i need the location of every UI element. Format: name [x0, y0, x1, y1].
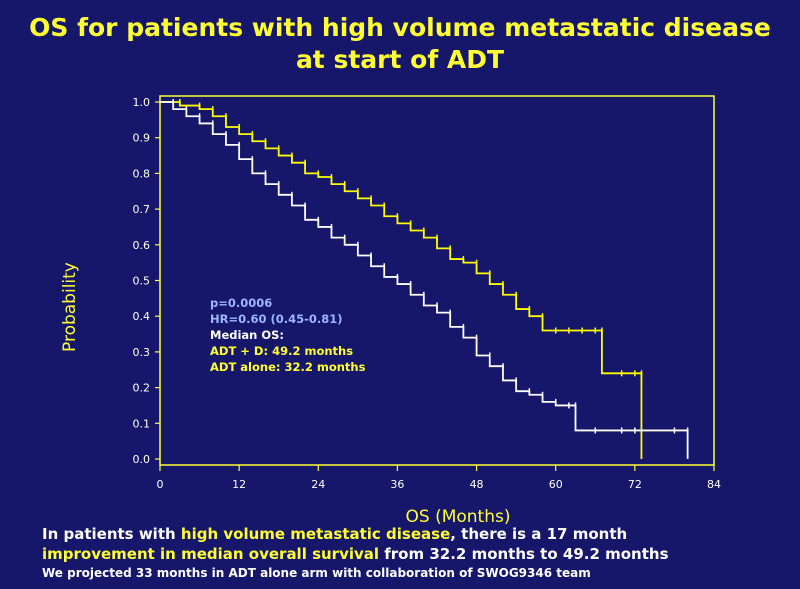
median-os-heading: Median OS: — [210, 328, 285, 342]
y-tick-label: 0.8 — [133, 167, 151, 180]
y-tick-label: 0.3 — [133, 346, 151, 359]
y-tick-label: 0.6 — [133, 239, 151, 252]
p-value: p=0.0006 — [210, 296, 273, 310]
y-tick-label: 0.2 — [133, 382, 151, 395]
x-axis-label: OS (Months) — [405, 507, 511, 527]
title-line-1: OS for patients with high volume metasta… — [29, 13, 771, 42]
summary-line-2: improvement in median overall survival f… — [42, 544, 792, 564]
x-tick-label: 84 — [707, 478, 721, 491]
x-tick-label: 72 — [628, 478, 642, 491]
x-tick-label: 48 — [470, 478, 484, 491]
summary-line-1: In patients with high volume metastatic … — [42, 524, 792, 544]
summary-l2-b: from 32.2 months to 49.2 months — [379, 545, 669, 563]
x-tick-label: 36 — [390, 478, 404, 491]
slide-title: OS for patients with high volume metasta… — [0, 12, 800, 76]
title-line-2: at start of ADT — [295, 45, 505, 74]
y-tick-label: 0.7 — [133, 203, 151, 216]
y-tick-label: 0.9 — [133, 132, 151, 145]
summary-l1-highlight: high volume metastatic disease — [180, 525, 451, 543]
y-tick-label: 1.0 — [133, 96, 151, 109]
y-tick-label: 0.5 — [133, 275, 151, 288]
median-adt-d: ADT + D: 49.2 months — [210, 344, 354, 358]
x-tick-label: 12 — [232, 478, 246, 491]
y-tick-label: 0.4 — [133, 310, 151, 323]
x-tick-label: 0 — [157, 478, 164, 491]
summary-text: In patients with high volume metastatic … — [42, 524, 792, 582]
summary-line-3: We projected 33 months in ADT alone arm … — [42, 566, 591, 580]
hazard-ratio: HR=0.60 (0.45-0.81) — [210, 312, 343, 326]
plot-frame — [159, 95, 715, 466]
summary-l2-highlight: improvement in median overall survival — [42, 545, 380, 563]
summary-l1-c: , there is a 17 month — [450, 525, 628, 543]
survival-curve-adt-alone — [160, 101, 689, 459]
summary-l1-a: In patients with — [42, 525, 181, 543]
x-tick-label: 60 — [549, 478, 563, 491]
y-tick-label: 0.0 — [133, 453, 151, 466]
y-tick-label: 0.1 — [133, 417, 151, 430]
stats-box: p=0.0006 HR=0.60 (0.45-0.81) Median OS: … — [210, 295, 365, 375]
median-adt-alone: ADT alone: 32.2 months — [210, 360, 366, 374]
x-tick-label: 24 — [311, 478, 325, 491]
y-axis-label: Probability — [60, 262, 80, 352]
